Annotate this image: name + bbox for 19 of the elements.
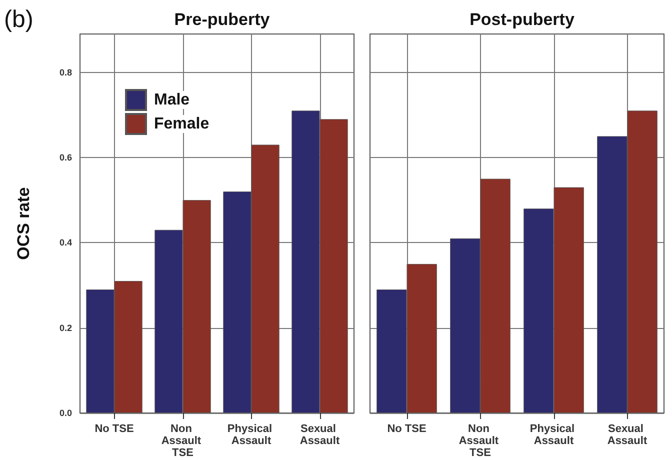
x-tick-label: No TSE bbox=[94, 423, 134, 435]
x-tick-label: Non Assault TSE bbox=[458, 423, 502, 459]
y-tick-label: 0.8 bbox=[59, 67, 72, 78]
y-tick-label: 0.6 bbox=[59, 152, 72, 162]
x-tick-label: Sexual Assault bbox=[607, 423, 648, 447]
x-tick-label: Physical Assault bbox=[530, 423, 578, 447]
x-tick-label: Non Assault TSE bbox=[161, 423, 204, 459]
legend-label: Male bbox=[154, 92, 190, 108]
x-tick-label: No TSE bbox=[387, 423, 426, 435]
chart-title: Post-puberty bbox=[470, 10, 575, 29]
x-tick-label: Sexual Assault bbox=[300, 423, 340, 447]
text: (b) bbox=[4, 6, 34, 34]
y-tick-label: 0.0 bbox=[59, 408, 72, 418]
y-tick-label: 0.2 bbox=[59, 322, 72, 333]
chart-title: Pre-puberty bbox=[174, 10, 270, 29]
x-tick-label: Physical Assault bbox=[227, 423, 276, 447]
y-tick-label: 0.4 bbox=[59, 238, 72, 248]
legend-label: Female bbox=[154, 116, 210, 132]
y-axis-title: OCS rate bbox=[14, 187, 33, 260]
